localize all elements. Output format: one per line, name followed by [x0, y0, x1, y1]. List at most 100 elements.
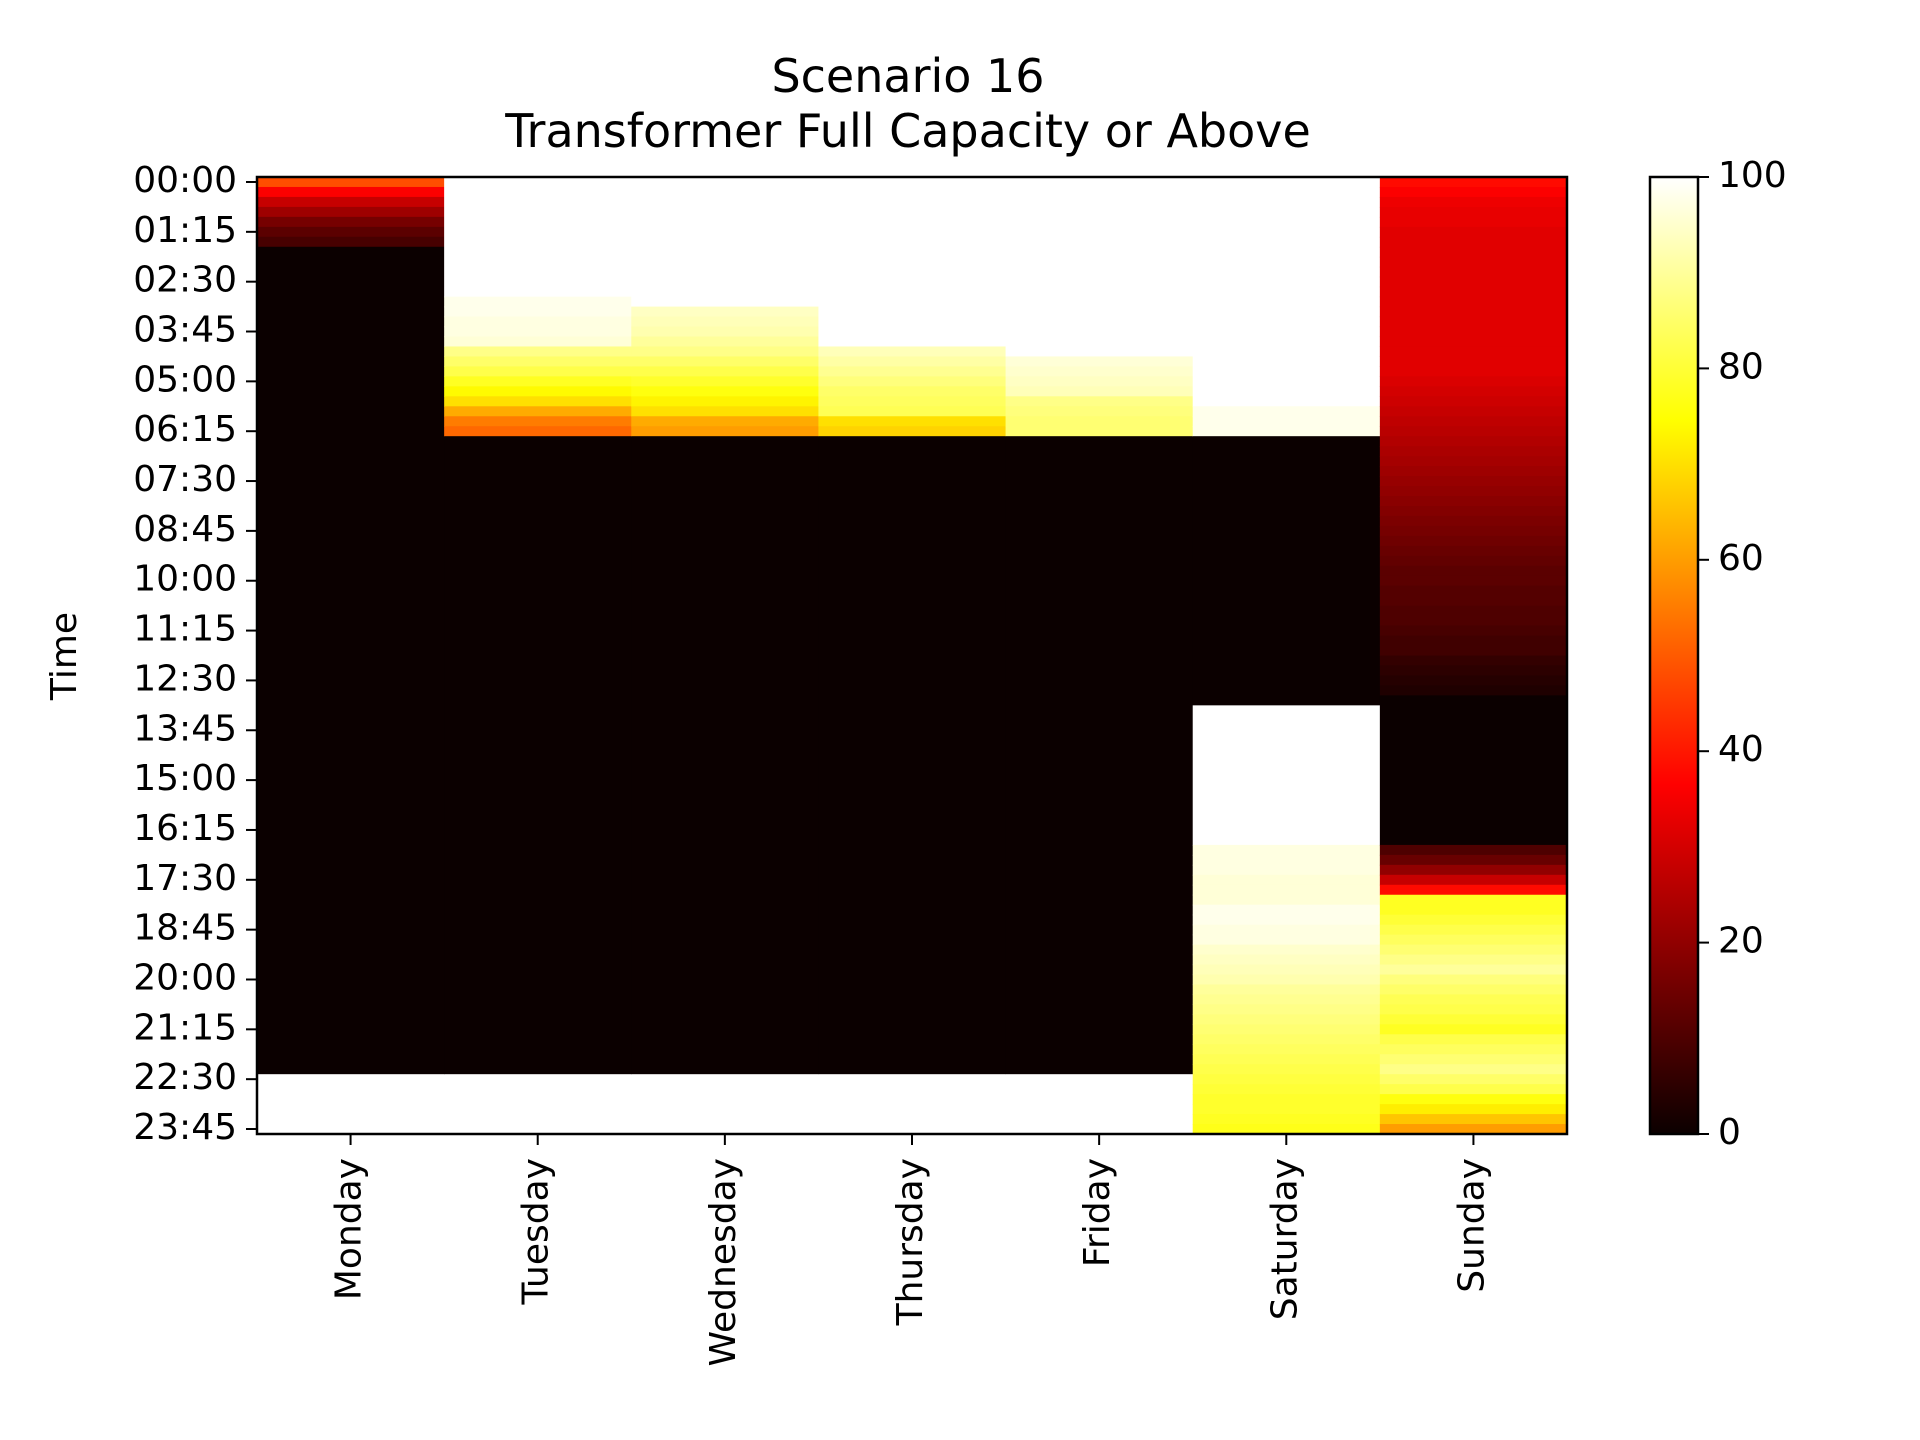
heatmap-cell-saturday-7-3 [1192, 1014, 1381, 1025]
heatmap-cell-sunday-13-3 [1379, 1064, 1568, 1075]
heatmap-cell-saturday-5-2 [1192, 924, 1381, 936]
heatmap-cell-tuesday-0 [444, 177, 632, 298]
heatmap-cell-wednesday-2-5 [631, 406, 820, 417]
heatmap-cell-sunday-3-6 [1379, 535, 1568, 547]
heatmap-cell-wednesday-3-0 [631, 416, 820, 427]
heatmap-cell-sunday-5-2 [1379, 675, 1568, 687]
y-tick-label: 18:45 [133, 908, 237, 949]
y-tick-label: 13:45 [133, 708, 237, 749]
heatmap-cell-sunday-3-2 [1379, 496, 1568, 507]
heatmap-cell-saturday-9-1 [1192, 1084, 1381, 1095]
heatmap-cell-friday-1-1 [1005, 366, 1194, 377]
y-tick-label: 17:30 [133, 858, 237, 899]
heatmap-cell-sunday-4-4 [1379, 585, 1568, 597]
heatmap-cell-monday-1-5 [257, 236, 445, 248]
heatmap-cell-sunday-5-0 [1379, 655, 1568, 667]
heatmap-cell-sunday-1-18 [1379, 376, 1568, 387]
heatmap-cell-thursday-1-0 [818, 346, 1007, 358]
heatmap-cell-sunday-1-2 [1379, 216, 1568, 228]
heatmap-cell-sunday-14-1 [1379, 1084, 1568, 1095]
heatmap-cell-saturday-8-0 [1192, 1034, 1381, 1045]
heatmap-cell-monday-1-3 [257, 216, 445, 228]
heatmap-cell-friday-2-2 [1005, 416, 1194, 427]
heatmap-cell-wednesday-2-2 [631, 376, 820, 387]
x-tick-label-thursday: Thursday [890, 1158, 931, 1326]
heatmap-cell-sunday-12-1 [1379, 1024, 1568, 1035]
colorbar-tick-label: 60 [1718, 538, 1764, 579]
heatmap-cell-sunday-11-0 [1379, 974, 1568, 986]
heatmap-cell-sunday-9-2 [1379, 914, 1568, 926]
heatmap-cell-monday-2 [257, 246, 445, 1075]
heatmap-cell-saturday-7-2 [1192, 1004, 1381, 1015]
heatmap-cell-sunday-1-6 [1379, 256, 1568, 268]
heatmap-cell-sunday-2-3 [1379, 416, 1568, 427]
heatmap-cell-sunday-15-0 [1379, 1094, 1568, 1105]
heatmap-cell-sunday-2-0 [1379, 386, 1568, 397]
heatmap-cell-sunday-7-2 [1379, 864, 1568, 876]
y-tick-label: 15:00 [133, 758, 237, 799]
heatmap-cells [257, 177, 1568, 1135]
colorbar-ticks: 0 20 40 60 80 100 [1698, 155, 1787, 1153]
heatmap-cell-tuesday-2-5 [444, 396, 632, 407]
x-tick-label-friday: Friday [1077, 1158, 1118, 1267]
heatmap-cell-tuesday-2-6 [444, 406, 632, 417]
heatmap-cell-sunday-11-1 [1379, 984, 1568, 996]
heatmap-cell-sunday-7-1 [1379, 854, 1568, 866]
heatmap-cell-saturday-0 [1192, 177, 1381, 407]
y-tick-label: 00:00 [133, 160, 237, 201]
heatmap-cell-thursday-1-5 [818, 396, 1007, 407]
heatmap-cell-sunday-5-1 [1379, 665, 1568, 677]
heatmap-cell-wednesday-1-2 [631, 326, 820, 338]
heatmap-cell-thursday-0 [818, 177, 1007, 348]
heatmap-cell-tuesday-4 [444, 436, 632, 1075]
heatmap-cell-saturday-7-1 [1192, 994, 1381, 1006]
heatmap-cell-tuesday-2-2 [444, 366, 632, 377]
y-tick-label: 10:00 [133, 559, 237, 600]
heatmap-cell-friday-2-0 [1005, 396, 1194, 407]
heatmap-cell-saturday-6-3 [1192, 974, 1381, 986]
heatmap-cell-saturday-1-1 [1192, 416, 1381, 427]
heatmap-cell-sunday-1-13 [1379, 326, 1568, 338]
heatmap-cell-friday-2-3 [1005, 426, 1194, 437]
x-axis-ticks: Monday Tuesday Wednesday Thursday Friday Satu… [329, 1134, 1492, 1366]
heatmap-cell-sunday-10-1 [1379, 944, 1568, 956]
heatmap-cell-friday-3 [1005, 436, 1194, 1075]
heatmap-cell-sunday-2-4 [1379, 426, 1568, 437]
heatmap-cell-saturday-10-0 [1192, 1114, 1381, 1125]
chart-subtitle: Transformer Full Capacity or Above [504, 104, 1311, 158]
heatmap-cell-sunday-4-6 [1379, 605, 1568, 617]
y-tick-label: 05:00 [133, 359, 237, 400]
heatmap-cell-saturday-4-1 [1192, 854, 1381, 866]
heatmap-cell-wednesday-3-1 [631, 426, 820, 437]
heatmap-cell-saturday-8-1 [1192, 1044, 1381, 1055]
heatmap-cell-sunday-1-4 [1379, 236, 1568, 248]
heatmap-cell-sunday-2-2 [1379, 406, 1568, 417]
heatmap-cell-saturday-9-0 [1192, 1074, 1381, 1085]
heatmap-cell-wednesday-2-1 [631, 366, 820, 377]
heatmap-cell-thursday-1-3 [818, 376, 1007, 387]
heatmap-cell-sunday-7-3 [1379, 874, 1568, 886]
heatmap-cell-sunday-3-4 [1379, 515, 1568, 527]
heatmap-cell-sunday-4-10 [1379, 645, 1568, 657]
heatmap-cell-sunday-1-15 [1379, 346, 1568, 358]
heatmap-cell-tuesday-5 [444, 1074, 632, 1135]
heatmap-cell-sunday-1-17 [1379, 366, 1568, 377]
colorbar-tick-label: 80 [1718, 346, 1764, 387]
colorbar-tick-label: 0 [1718, 1112, 1741, 1153]
heatmap-cell-sunday-4-5 [1379, 595, 1568, 607]
heatmap-cell-monday-1-0 [257, 186, 445, 198]
heatmap-cell-tuesday-1-1 [444, 306, 632, 318]
heatmap-cell-wednesday-1-1 [631, 316, 820, 328]
colorbar [1648, 175, 1700, 1136]
heatmap-cell-tuesday-2-0 [444, 346, 632, 358]
colorbar-tick-label: 100 [1718, 155, 1787, 196]
heatmap-cell-saturday-7-0 [1192, 984, 1381, 996]
heatmap-cell-wednesday-4 [631, 436, 820, 1075]
heatmap-cell-sunday-9-3 [1379, 924, 1568, 936]
heatmap-cell-sunday-10-0 [1379, 934, 1568, 946]
heatmap-cell-thursday-1-2 [818, 366, 1007, 377]
heatmap-cell-sunday-14-0 [1379, 1074, 1568, 1085]
heatmap-cell-sunday-1-11 [1379, 306, 1568, 318]
heatmap-cell-sunday-10-2 [1379, 954, 1568, 966]
